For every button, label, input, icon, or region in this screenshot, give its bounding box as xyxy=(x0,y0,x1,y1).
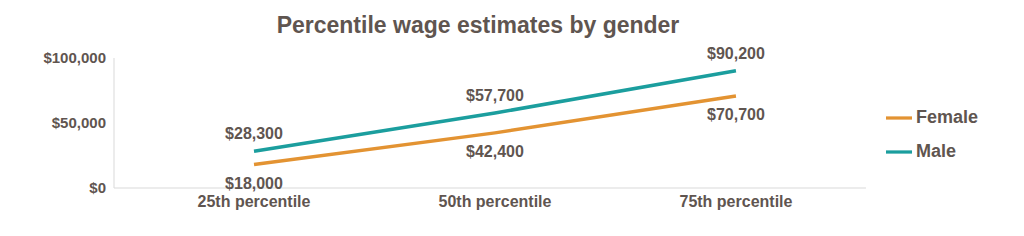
svg-text:$100,000: $100,000 xyxy=(43,49,106,66)
svg-text:75th percentile: 75th percentile xyxy=(679,193,792,210)
svg-text:$90,200: $90,200 xyxy=(707,45,765,62)
svg-text:$42,400: $42,400 xyxy=(466,143,524,160)
html-text:Male: Male xyxy=(916,141,956,161)
svg-text:$50,000: $50,000 xyxy=(52,114,106,131)
html-text:Female: Female xyxy=(916,107,978,127)
svg-text:$70,700: $70,700 xyxy=(707,106,765,123)
html-text:Percentile wage estimates by g: Percentile wage estimates by gender xyxy=(276,12,680,38)
svg-text:50th percentile: 50th percentile xyxy=(439,193,552,210)
svg-text:$28,300: $28,300 xyxy=(225,125,283,142)
svg-text:$18,000: $18,000 xyxy=(225,175,283,192)
svg-text:$57,700: $57,700 xyxy=(466,87,524,104)
svg-text:$0: $0 xyxy=(89,179,106,196)
svg-text:25th percentile: 25th percentile xyxy=(198,193,311,210)
